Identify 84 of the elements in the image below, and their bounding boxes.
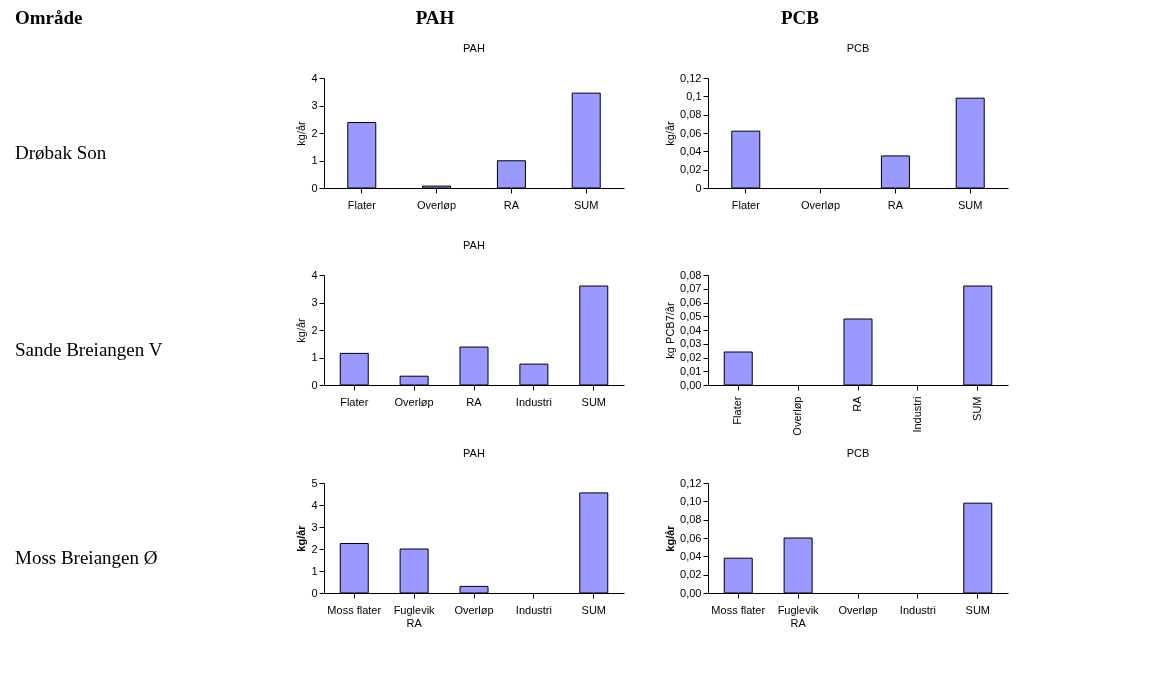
y-tick-label: 0 — [695, 181, 702, 194]
y-tick-label: 0,12 — [680, 476, 702, 489]
y-tick-label: 0,06 — [680, 531, 702, 544]
x-tick-label: Fuglevik RA — [393, 603, 436, 629]
x-tick-label: Moss flater — [711, 603, 766, 616]
text: Område — [15, 7, 83, 28]
y-tick-label: 0,04 — [680, 144, 702, 157]
y-tick-label: 0,12 — [680, 71, 702, 84]
y-tick-label: 2 — [311, 542, 318, 555]
x-tick-label: Industri — [910, 396, 923, 433]
x-tick-label: Overløp — [454, 603, 494, 616]
y-axis-title: kg/år — [664, 524, 677, 552]
y-tick-label: 2 — [311, 126, 318, 139]
y-tick-label: 3 — [311, 99, 318, 111]
y-tick-label: 0,04 — [680, 323, 702, 336]
y-tick-label: 0,02 — [680, 351, 702, 363]
x-tick-label: SUM — [573, 198, 599, 211]
x-tick-label: RA — [887, 198, 904, 211]
y-tick-label: 0,08 — [680, 108, 702, 121]
y-tick-label: 0,00 — [680, 378, 702, 391]
x-tick-label: Flater — [340, 395, 369, 408]
y-tick-label: 5 — [311, 476, 318, 489]
chart-title: PAH — [463, 239, 485, 251]
y-axis-title: kg/år — [664, 120, 677, 146]
y-tick-label: 1 — [311, 154, 318, 166]
x-tick-label: Overløp — [801, 198, 841, 211]
y-tick-label: 0,03 — [680, 337, 702, 350]
y-tick-label: 0 — [311, 181, 318, 194]
chart-title: PAH — [463, 42, 485, 54]
x-tick-label: Flater — [347, 198, 377, 211]
y-tick-label: 0 — [311, 378, 318, 391]
x-tick-label: SUM — [970, 396, 983, 421]
y-tick-label: 4 — [311, 498, 318, 511]
x-tick-label: Moss flater — [327, 603, 382, 616]
text: Drøbak Son — [15, 142, 107, 163]
x-tick-label: Overløp — [838, 603, 878, 616]
text: Sande Breiangen V — [15, 339, 163, 360]
text: PAH — [415, 7, 455, 28]
x-tick-label: SUM — [965, 603, 990, 616]
y-tick-label: 0,00 — [680, 586, 702, 599]
x-tick-label: RA — [851, 395, 863, 412]
y-tick-label: 0,05 — [680, 309, 702, 322]
y-tick-label: 0,1 — [686, 89, 702, 102]
y-tick-label: 0,06 — [680, 126, 702, 139]
y-tick-label: 3 — [311, 296, 318, 308]
y-tick-label: 0,08 — [680, 268, 702, 281]
x-tick-label: Overløp — [417, 198, 457, 211]
y-tick-label: 0,08 — [680, 513, 702, 526]
y-tick-label: 0,04 — [680, 549, 702, 562]
y-tick-label: 0,02 — [680, 568, 702, 581]
x-tick-label: RA — [466, 395, 483, 408]
y-tick-label: 4 — [311, 71, 318, 84]
x-tick-label: Overløp — [791, 396, 804, 436]
y-tick-label: 0,02 — [680, 163, 702, 176]
y-tick-label: 2 — [311, 323, 318, 336]
y-axis-title: kg/år — [295, 120, 308, 146]
y-axis-title: kg/år — [295, 317, 308, 343]
text: Moss Breiangen Ø — [15, 547, 158, 568]
text: PCB — [781, 7, 820, 28]
y-tick-label: 0,01 — [680, 364, 702, 377]
x-tick-label: Industri — [515, 603, 552, 616]
y-tick-label: 1 — [311, 564, 318, 577]
y-tick-label: 4 — [311, 268, 318, 281]
x-tick-label: Overløp — [394, 395, 434, 408]
y-tick-label: 0,06 — [680, 296, 702, 308]
x-tick-label: SUM — [957, 198, 983, 211]
x-tick-label: Industri — [899, 603, 936, 616]
x-tick-label: SUM — [581, 395, 606, 408]
x-tick-label: SUM — [581, 603, 606, 616]
y-tick-label: 1 — [311, 351, 318, 363]
chart-title: PCB — [846, 447, 870, 459]
x-tick-label: Flater — [731, 396, 744, 425]
chart-title: PCB — [846, 42, 870, 54]
y-tick-label: 0 — [311, 586, 318, 599]
x-tick-label: Flater — [731, 198, 761, 211]
y-tick-label: 0,07 — [680, 282, 702, 295]
y-axis-title: kg/år — [295, 524, 308, 552]
y-tick-label: 0,10 — [680, 494, 702, 507]
chart-title: PAH — [463, 447, 485, 459]
y-tick-label: 3 — [311, 520, 318, 533]
x-tick-label: RA — [503, 198, 520, 211]
x-tick-label: Fuglevik RA — [777, 603, 820, 629]
x-tick-label: Industri — [515, 395, 552, 408]
y-axis-title: kg PCB7/år — [664, 302, 677, 359]
